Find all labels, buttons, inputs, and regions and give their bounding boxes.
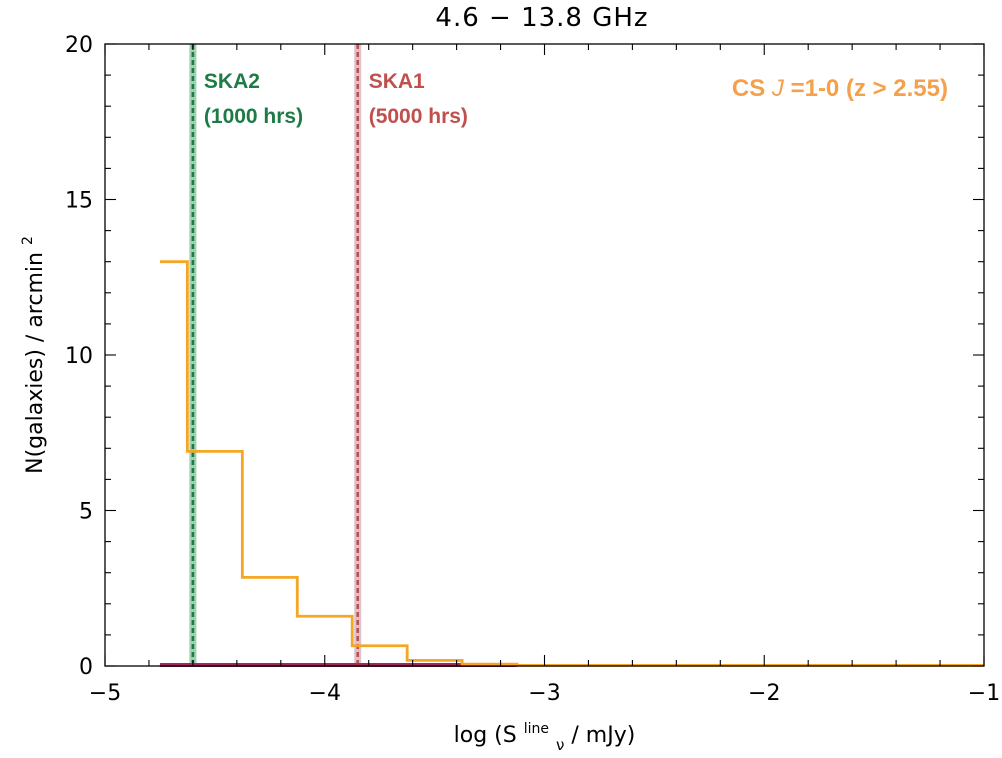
x-tick-label: −3 xyxy=(528,681,560,706)
legend-text-a: CS xyxy=(732,75,772,102)
x-tick-label: −2 xyxy=(748,681,780,706)
chart-title: 4.6 − 13.8 GHz xyxy=(435,3,648,33)
x-tick-label: −5 xyxy=(89,681,121,706)
y-tick-label: 5 xyxy=(79,500,93,525)
ska1-label: SKA1 xyxy=(369,70,425,93)
x-axis-label-prefix: log (S xyxy=(454,723,517,748)
y-axis-label-sup: 2 xyxy=(20,236,36,245)
y-tick-label: 10 xyxy=(65,344,93,369)
x-axis-label-suffix: / mJy) xyxy=(571,723,635,748)
legend-text-b: =1-0 (z > 2.55) xyxy=(791,75,948,102)
plot-area xyxy=(159,44,984,667)
legend-entry: CS J =1-0 (z > 2.55) xyxy=(732,75,948,102)
legend-text-italic: J xyxy=(771,75,785,102)
ska1-hours-label: (5000 hrs) xyxy=(369,105,468,128)
axis-ticks: −5 −4 −3 −2 −1 0 5 10 15 20 xyxy=(65,33,1000,706)
x-tick-label: −4 xyxy=(309,681,341,706)
y-tick-label: 0 xyxy=(79,655,93,680)
plot-frame xyxy=(104,43,985,667)
annotations: SKA2 (1000 hrs) SKA1 (5000 hrs) xyxy=(204,70,468,128)
y-tick-label: 20 xyxy=(65,33,93,58)
x-axis-label-sup: line xyxy=(524,721,549,737)
ska2-hours-label: (1000 hrs) xyxy=(204,105,303,128)
x-tick-label: −1 xyxy=(968,681,1000,706)
x-axis-label: log (S line ν / mJy) xyxy=(454,714,636,756)
histogram-step-line xyxy=(159,260,984,667)
y-axis-label-base: N(galaxies) / arcmin xyxy=(23,252,48,474)
y-tick-label: 15 xyxy=(65,189,93,214)
ska2-label: SKA2 xyxy=(204,70,260,93)
y-axis-label: N(galaxies) / arcmin 2 xyxy=(20,236,48,474)
x-axis-label-sub: ν xyxy=(556,736,564,754)
